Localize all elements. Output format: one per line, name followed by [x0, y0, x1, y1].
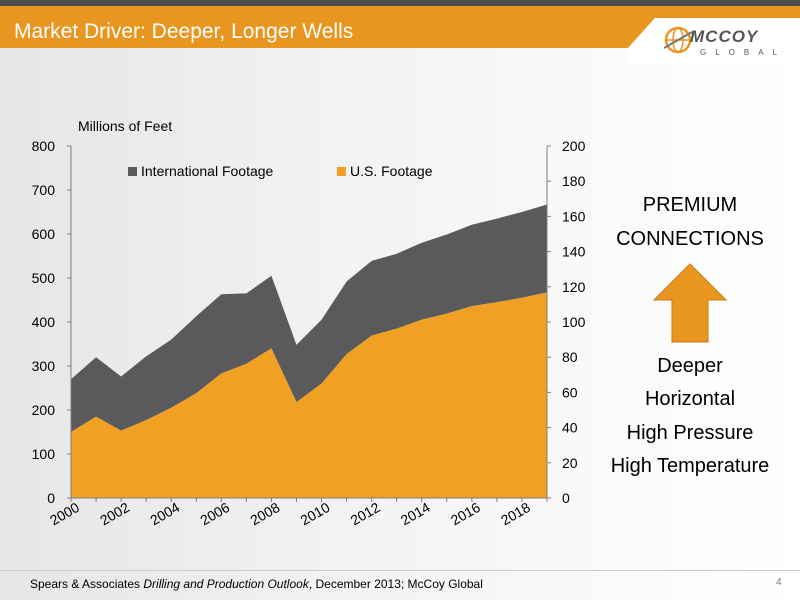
y-tick-label: 600	[32, 226, 56, 242]
header-bar: Market Driver: Deeper, Longer Wells	[0, 6, 800, 64]
x-tick-label: 2016	[448, 499, 483, 529]
footer-source: Spears & Associates Drilling and Product…	[30, 577, 483, 591]
x-tick-label: 2014	[398, 499, 433, 529]
y-tick-label: 800	[32, 138, 56, 154]
series-area-us	[71, 292, 547, 498]
y2-tick-label: 60	[562, 384, 578, 400]
series-area-international	[71, 204, 547, 432]
legend-label-us: U.S. Footage	[350, 163, 433, 179]
y2-tick-label: 100	[562, 314, 586, 330]
page-number: 4	[776, 577, 782, 588]
top-strip	[0, 0, 800, 6]
y-axis-label: Millions of Feet	[78, 118, 172, 134]
y-tick-label: 500	[32, 270, 56, 286]
x-tick-label: 2008	[247, 499, 282, 529]
y-tick-label: 400	[32, 314, 56, 330]
x-tick-label: 2018	[498, 499, 533, 529]
x-tick-label: 2010	[298, 499, 333, 529]
legend-swatch-international	[128, 167, 137, 176]
chart-areas	[71, 204, 547, 498]
x-tick-label: 2004	[147, 499, 182, 529]
y2-tick-label: 0	[562, 490, 570, 506]
y2-tick-label: 20	[562, 455, 578, 471]
source-suffix: , December 2013; McCoy Global	[308, 577, 483, 591]
connections-label: CONNECTIONS	[616, 228, 764, 250]
side-panel: PREMIUM CONNECTIONS Deeper Horizontal Hi…	[600, 190, 780, 490]
globe-icon	[664, 26, 693, 54]
mccoy-logo: MCCOY GLOBAL	[664, 22, 796, 64]
x-tick-label: 2006	[197, 499, 232, 529]
y-tick-label: 0	[47, 490, 55, 506]
y2-tick-label: 180	[562, 173, 586, 189]
y2-tick-label: 140	[562, 244, 586, 260]
up-arrow-icon	[652, 263, 728, 343]
legend-swatch-us	[337, 167, 346, 176]
y-axis-ticks: 0 100 200 300 400 500 600 700 800	[32, 138, 71, 506]
x-axis-ticks: 2000 2002 2004 2006 2008 2010 2012 2014 2016 2018	[47, 498, 548, 529]
premium-label: PREMIUM	[642, 194, 738, 216]
y-tick-label: 100	[32, 446, 56, 462]
slide-title: Market Driver: Deeper, Longer Wells	[14, 20, 354, 43]
y2-tick-label: 160	[562, 208, 586, 224]
side-item-deeper: Deeper	[657, 355, 723, 377]
side-item-high-pressure: High Pressure	[626, 422, 754, 444]
x-tick-label: 2002	[97, 499, 132, 529]
chart-legend: International Footage U.S. Footage	[128, 163, 433, 179]
side-item-horizontal: Horizontal	[644, 388, 736, 410]
y2-tick-label: 40	[562, 420, 578, 436]
y-tick-label: 200	[32, 402, 56, 418]
source-title: Drilling and Production Outlook	[143, 577, 309, 591]
y-tick-label: 700	[32, 182, 56, 198]
y2-axis-ticks: 0 20 40 60 80 100 120 140 160 180 200	[547, 138, 586, 506]
logo-subtitle: GLOBAL	[700, 48, 787, 57]
logo-wordmark: MCCOY	[690, 27, 759, 46]
source-prefix: Spears & Associates	[30, 577, 144, 591]
legend-label-international: International Footage	[141, 163, 274, 179]
footer-divider	[0, 570, 800, 571]
y2-tick-label: 80	[562, 349, 578, 365]
y-tick-label: 300	[32, 358, 56, 374]
y2-tick-label: 200	[562, 138, 586, 154]
y2-tick-label: 120	[562, 279, 586, 295]
side-item-high-temperature: High Temperature	[610, 455, 770, 477]
x-tick-label: 2012	[348, 499, 383, 529]
